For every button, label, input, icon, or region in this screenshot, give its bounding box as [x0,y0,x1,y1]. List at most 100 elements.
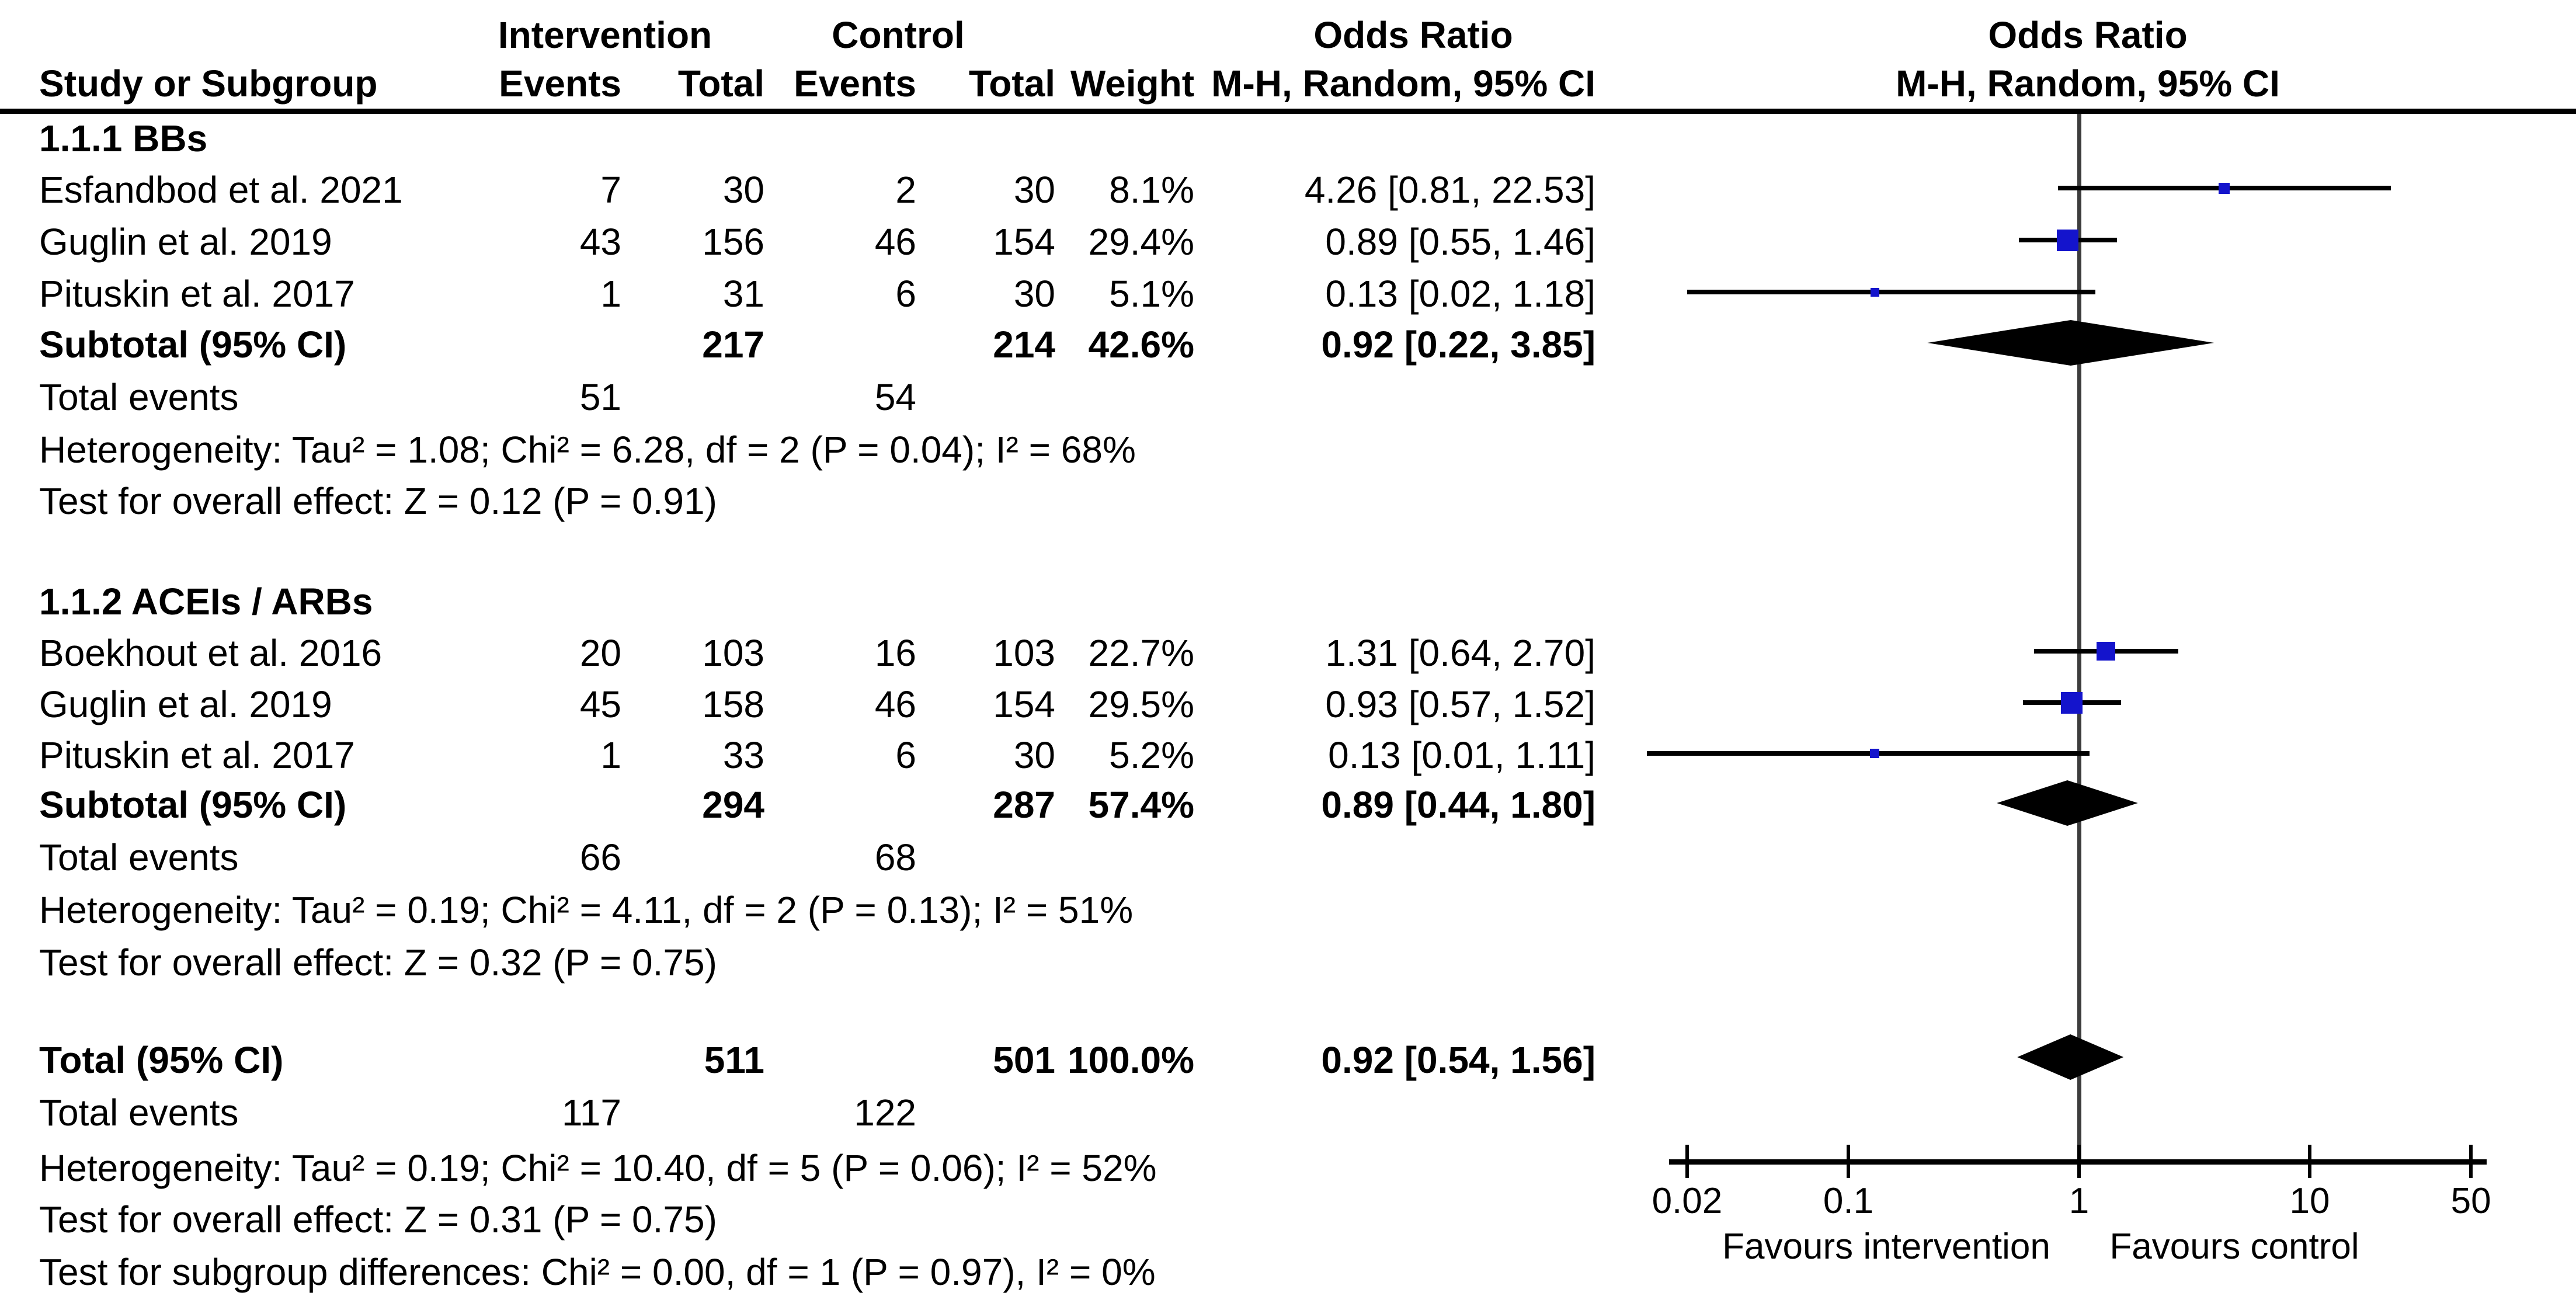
weight-value: 8.1% [1109,169,1194,211]
odds-ratio-plot-header: Odds Ratio [1988,14,2188,56]
effect-square [2097,642,2116,661]
total-events-label: Total events [39,376,239,418]
or-ci-text: 1.31 [0.64, 2.70] [1325,632,1595,674]
intervention-total: 30 [722,169,764,211]
odds-ratio-text-header: Odds Ratio [1313,14,1513,56]
axis-tick [1847,1145,1850,1178]
axis-tick [1685,1145,1689,1178]
column-header-weight: Weight [1070,62,1194,105]
heterogeneity-stats: Heterogeneity: Tau² = 0.19; Chi² = 10.40… [39,1147,1157,1189]
total-events-label: Total events [39,1092,239,1134]
total-events-control: 68 [874,836,916,878]
favours-left-label: Favours intervention [1722,1226,2050,1267]
weight-value: 29.5% [1088,683,1194,725]
subgroup-differences-test: Test for subgroup differences: Chi² = 0.… [39,1251,1156,1293]
intervention-total: 217 [702,324,764,366]
intervention-events: 1 [600,273,621,315]
axis-tick [2469,1145,2473,1178]
column-header-events-ctl: Events [794,62,916,105]
control-total: 214 [993,324,1055,366]
intervention-events: 43 [579,221,621,263]
heterogeneity-stats: Heterogeneity: Tau² = 1.08; Chi² = 6.28,… [39,429,1136,471]
total-events-control: 122 [854,1092,916,1134]
or-ci-text: 0.92 [0.54, 1.56] [1321,1039,1595,1081]
axis-tick-label: 1 [2069,1181,2090,1221]
intervention-total: 103 [702,632,764,674]
study-name: Pituskin et al. 2017 [39,273,355,315]
or-ci-text: 0.89 [0.44, 1.80] [1321,784,1595,826]
control-total: 30 [1013,273,1055,315]
ci-line [1647,751,2090,756]
column-header-or-method-plot: M-H, Random, 95% CI [1896,62,2280,105]
overall-effect-test: Test for overall effect: Z = 0.32 (P = 0… [39,941,717,984]
control-events: 46 [874,221,916,263]
axis-tick-label: 0.1 [1823,1181,1874,1221]
weight-value: 42.6% [1088,324,1194,366]
intervention-total: 294 [702,784,764,826]
total-events-intervention: 51 [579,376,621,418]
total-events-control: 54 [874,376,916,418]
or-ci-text: 0.13 [0.01, 1.11] [1328,734,1595,776]
intervention-events: 7 [600,169,621,211]
subgroup-title: 1.1.1 BBs [39,117,208,159]
control-total: 30 [1013,734,1055,776]
weight-value: 29.4% [1088,221,1194,263]
intervention-total: 33 [722,734,764,776]
or-ci-text: 0.93 [0.57, 1.52] [1325,683,1595,725]
control-total: 154 [993,221,1055,263]
axis-tick-label: 10 [2289,1181,2330,1221]
summary-diamond [1997,780,2138,826]
control-total: 287 [993,784,1055,826]
weight-value: 100.0% [1067,1039,1194,1081]
intervention-total: 156 [702,221,764,263]
summary-diamond [1927,320,2215,366]
effect-square [2061,692,2083,714]
study-name: Guglin et al. 2019 [39,221,332,263]
intervention-total: 158 [702,683,764,725]
intervention-total: 511 [704,1039,764,1081]
intervention-events: 1 [600,734,621,776]
total-events-intervention: 66 [579,836,621,878]
effect-square [2056,229,2078,251]
control-total: 154 [993,683,1055,725]
favours-right-label: Favours control [2109,1226,2359,1267]
intervention-total: 31 [722,273,764,315]
study-name: Esfandbod et al. 2021 [39,169,403,211]
control-total: 501 [993,1039,1055,1081]
header-divider [0,109,2576,114]
column-header-total-ctl: Total [968,62,1055,105]
axis-tick [2308,1145,2311,1178]
column-header-total-int: Total [677,62,764,105]
column-header-or-method-text: M-H, Random, 95% CI [1211,62,1595,105]
control-total: 103 [993,632,1055,674]
effect-square [2219,182,2230,194]
subtotal-label: Subtotal (95% CI) [39,324,347,366]
total-events-label: Total events [39,836,239,878]
subgroup-title: 1.1.2 ACEIs / ARBs [39,581,373,623]
intervention-group-header: Intervention [498,14,712,56]
effect-square [1870,749,1879,758]
or-ci-text: 4.26 [0.81, 22.53] [1304,169,1595,211]
study-name: Guglin et al. 2019 [39,683,332,725]
subtotal-label: Subtotal (95% CI) [39,784,347,826]
study-name: Pituskin et al. 2017 [39,734,355,776]
intervention-events: 20 [579,632,621,674]
column-header-study: Study or Subgroup [39,62,378,105]
weight-value: 22.7% [1088,632,1194,674]
null-effect-line [2077,114,2081,1163]
axis-tick-label: 50 [2450,1181,2491,1221]
subtotal-label: Total (95% CI) [39,1039,284,1081]
summary-diamond [2017,1034,2124,1080]
effect-square [1870,287,1879,297]
control-events: 2 [895,169,916,211]
or-ci-text: 0.89 [0.55, 1.46] [1325,221,1595,263]
ci-line [1687,290,2096,294]
total-events-intervention: 117 [561,1092,621,1134]
overall-effect-test: Test for overall effect: Z = 0.31 (P = 0… [39,1198,717,1240]
study-name: Boekhout et al. 2016 [39,632,383,674]
or-ci-text: 0.13 [0.02, 1.18] [1325,273,1595,315]
axis-tick-label: 0.02 [1652,1181,1723,1221]
overall-effect-test: Test for overall effect: Z = 0.12 (P = 0… [39,480,717,522]
weight-value: 5.2% [1109,734,1194,776]
